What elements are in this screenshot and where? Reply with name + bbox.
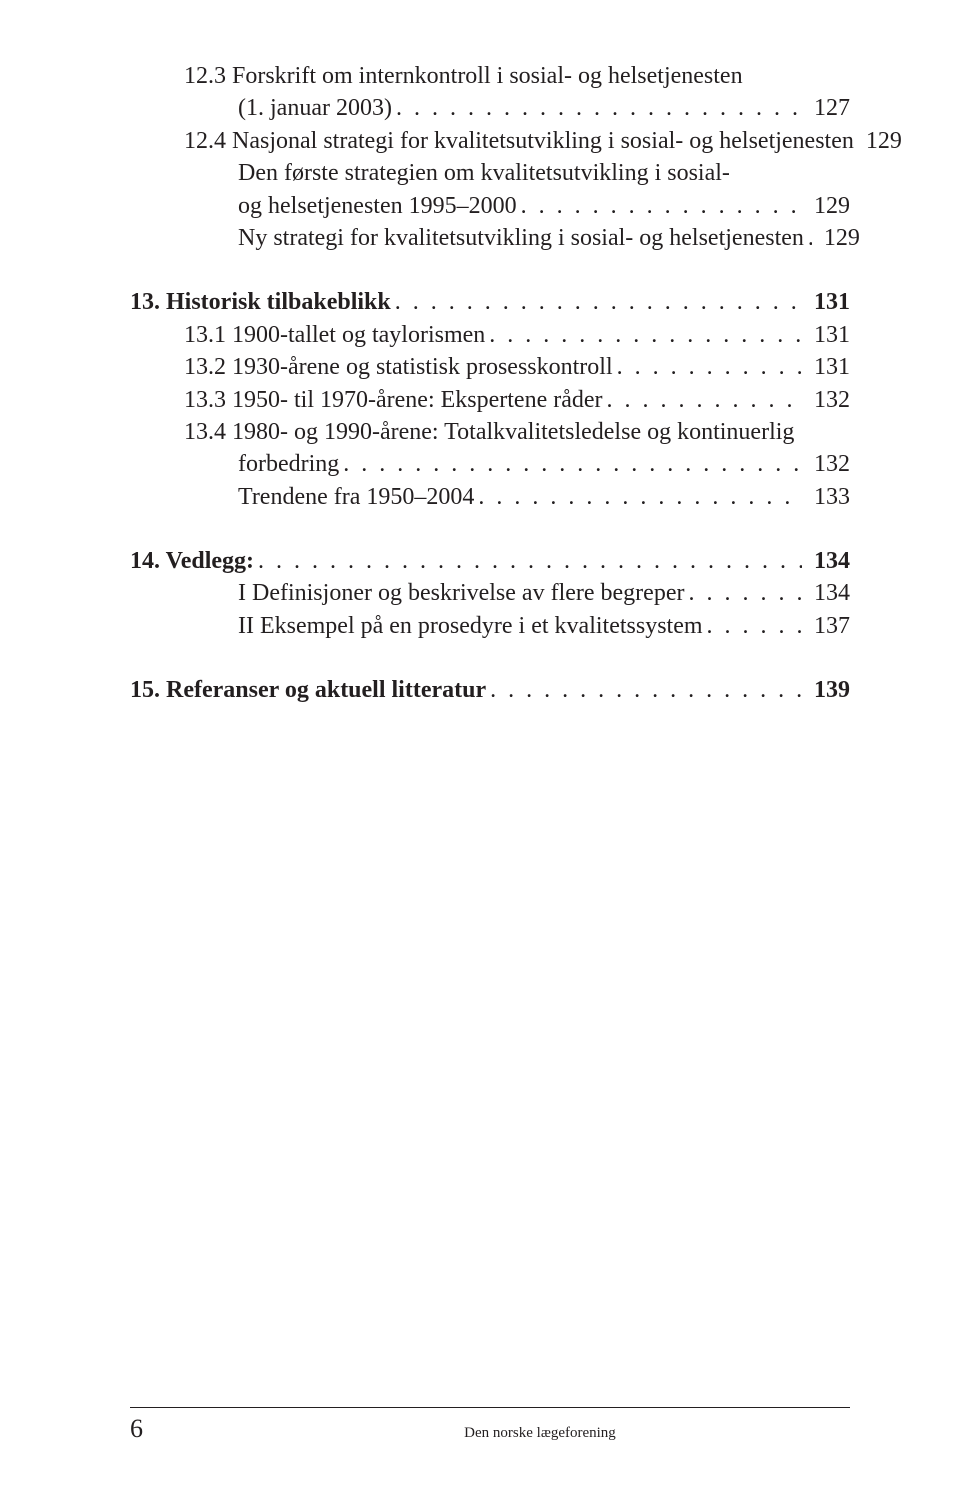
toc-row: 14. Vedlegg:. . . . . . . . . . . . . . … [130,545,850,577]
toc-leader: . . . . . . . . . . . . . . . . . . . . … [474,481,802,513]
toc-label: 13.2 1930-årene og statistisk prosesskon… [184,351,613,383]
toc-leader: . . . . . . . . . . . . . . . . . . . . … [254,545,802,577]
toc-row: 12.4 Nasjonal strategi for kvalitetsutvi… [130,125,850,157]
toc-leader: . . . . . . . . . . . . . . . . . . . . … [391,286,802,318]
toc-label: 12.4 Nasjonal strategi for kvalitetsutvi… [184,125,854,157]
toc-label: Ny strategi for kvalitetsutvikling i sos… [238,222,804,254]
toc-page: 129 [812,222,860,254]
page-number: 6 [0,1411,280,1446]
toc-leader: . . . . . . . . . . . . . . . . . . . . … [684,577,802,609]
toc-row: 13.2 1930-årene og statistisk prosesskon… [130,351,850,383]
toc-leader: . . . . . . . . . . . . . . . . . . . . … [703,610,802,642]
toc-label: I Definisjoner og beskrivelse av flere b… [238,577,684,609]
toc-row: Den første strategien om kvalitetsutvikl… [130,157,850,189]
toc-page: 129 [802,190,850,222]
toc-label: 13.1 1900-tallet og taylorismen [184,319,485,351]
toc-label: Den første strategien om kvalitetsutvikl… [238,157,730,189]
toc-label: 15. Referanser og aktuell litteratur [130,674,486,706]
toc-gap [130,642,850,674]
toc-row: Ny strategi for kvalitetsutvikling i sos… [130,222,850,254]
toc-row: forbedring. . . . . . . . . . . . . . . … [130,448,850,480]
toc-row: 13.3 1950- til 1970-årene: Ekspertene rå… [130,384,850,416]
toc-label: 13.4 1980- og 1990-årene: Totalkvalitets… [184,416,794,448]
toc-page: 131 [802,286,850,318]
toc-page: 132 [802,384,850,416]
toc-row: (1. januar 2003). . . . . . . . . . . . … [130,92,850,124]
toc-page: 133 [802,481,850,513]
toc-label: 12.3 Forskrift om internkontroll i sosia… [184,60,743,92]
toc-page: 127 [802,92,850,124]
toc-row: 12.3 Forskrift om internkontroll i sosia… [130,60,850,92]
toc-label: 14. Vedlegg: [130,545,254,577]
toc-page: 131 [802,319,850,351]
toc-row: I Definisjoner og beskrivelse av flere b… [130,577,850,609]
toc-label: 13.3 1950- til 1970-årene: Ekspertene rå… [184,384,603,416]
toc-leader: . . . . . . . . . . . . . . . . . . . . … [339,448,802,480]
toc-leader: . . . . . . . . . . . . . . . . . . . . … [517,190,802,222]
toc-page: 137 [802,610,850,642]
toc-leader: . . . . . . . . . . . . . . . . . . . . … [486,674,802,706]
toc-row: 13.1 1900-tallet og taylorismen. . . . .… [130,319,850,351]
toc-label: Trendene fra 1950–2004 [238,481,474,513]
toc-row: Trendene fra 1950–2004. . . . . . . . . … [130,481,850,513]
toc-leader: . . . . . . . . . . . . . . . . . . . . … [613,351,802,383]
toc-page: 132 [802,448,850,480]
toc-row: 15. Referanser og aktuell litteratur. . … [130,674,850,706]
toc-gap [130,254,850,286]
footer-rule [130,1407,850,1408]
toc-label: II Eksempel på en prosedyre i et kvalite… [238,610,703,642]
toc-leader: . . . . . . . . . . . . . . . . . . . . … [603,384,802,416]
toc-row: og helsetjenesten 1995–2000. . . . . . .… [130,190,850,222]
toc-row: 13.4 1980- og 1990-årene: Totalkvalitets… [130,416,850,448]
toc-leader: . . . . . . . . . . . . . . . . . . . . … [392,92,802,124]
toc-label: 13. Historisk tilbakeblikk [130,286,391,318]
toc-row: II Eksempel på en prosedyre i et kvalite… [130,610,850,642]
toc-label: og helsetjenesten 1995–2000 [238,190,517,222]
toc-row: 13. Historisk tilbakeblikk. . . . . . . … [130,286,850,318]
toc-page: 139 [802,674,850,706]
page-footer: 6 Den norske lægeforening [0,1411,960,1446]
toc-gap [130,513,850,545]
toc-label: (1. januar 2003) [238,92,392,124]
table-of-contents: 12.3 Forskrift om internkontroll i sosia… [130,60,850,707]
toc-page: 131 [802,351,850,383]
footer-publisher: Den norske lægeforening [280,1423,960,1443]
toc-leader: . . . . . . . . . . . . . . . . . . . . … [804,222,812,254]
toc-label: forbedring [238,448,339,480]
toc-leader: . . . . . . . . . . . . . . . . . . . . … [485,319,802,351]
toc-page: 134 [802,545,850,577]
toc-page: 134 [802,577,850,609]
toc-page: 129 [854,125,902,157]
